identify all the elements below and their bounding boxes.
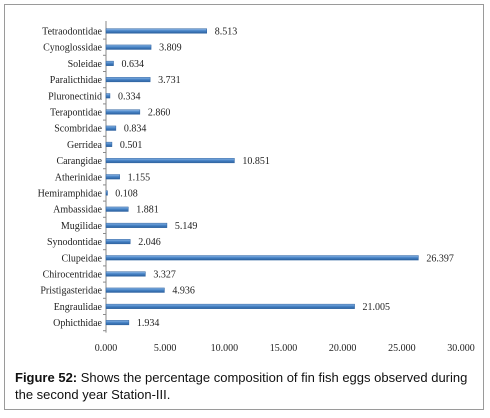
bar [105, 125, 117, 131]
category-label: Cynoglossidae [43, 43, 102, 54]
data-label: 3.327 [153, 270, 176, 281]
bar [105, 28, 207, 34]
x-tick-label: 5.000 [154, 343, 177, 354]
category-label: Engraulidae [54, 302, 103, 313]
data-label: 2.046 [138, 237, 161, 248]
data-label: 10.851 [242, 156, 270, 167]
x-tick-label: 20.000 [329, 343, 357, 354]
data-label: 0.334 [118, 91, 141, 102]
bar [105, 303, 355, 309]
data-label: 0.108 [115, 189, 138, 200]
bar [105, 190, 108, 196]
data-label: 26.397 [426, 253, 454, 264]
x-tick-label: 10.000 [211, 343, 239, 354]
data-label: 1.881 [136, 205, 159, 216]
x-tick-label: 0.000 [95, 343, 118, 354]
data-label: 0.501 [120, 140, 143, 151]
category-label: Terapontidae [50, 108, 103, 119]
data-label: 21.005 [363, 302, 391, 313]
category-label: Synodontidae [47, 237, 103, 248]
bar [105, 174, 120, 180]
data-label: 1.155 [128, 172, 151, 183]
category-label: Atherinidae [55, 172, 103, 183]
data-label: 2.860 [148, 108, 171, 119]
x-tick-label: 30.000 [447, 343, 475, 354]
bar [105, 271, 146, 277]
bar [105, 255, 419, 261]
category-label: Mugilidae [61, 221, 103, 232]
caption-text: Shows the percentage composition of fin … [15, 370, 468, 402]
category-label: Carangidae [56, 156, 102, 167]
category-label: Hemiramphidae [38, 189, 103, 200]
category-label: Ophicthidae [53, 318, 102, 329]
data-label: 4.936 [172, 286, 195, 297]
bar [105, 93, 111, 99]
bar [105, 222, 168, 228]
bar-chart: Tetraodontidae 8.513 Cynoglossidae 3.809 Sol… [38, 21, 475, 354]
data-label: 0.634 [122, 59, 145, 70]
data-label: 0.834 [124, 124, 147, 135]
category-label: Scombridae [54, 124, 102, 135]
category-label: Tetraodontidae [42, 27, 102, 38]
data-label: 8.513 [215, 27, 238, 38]
bar [105, 158, 235, 164]
bar [105, 109, 141, 115]
bar [105, 206, 129, 212]
bar [105, 60, 114, 66]
category-label: Clupeidae [61, 253, 102, 264]
category-label: Ambassidae [53, 205, 102, 216]
data-label: 3.731 [158, 75, 181, 86]
x-tick-label: 25.000 [388, 343, 416, 354]
category-label: Chirocentridae [43, 270, 103, 281]
figure-frame: Tetraodontidae 8.513 Cynoglossidae 3.809 Sol… [4, 4, 484, 410]
caption-label: Figure 52: [15, 370, 78, 385]
category-label: Pristigasteridae [40, 286, 102, 297]
data-label: 1.934 [137, 318, 160, 329]
bar [105, 320, 130, 326]
data-label: 3.809 [159, 43, 182, 54]
category-label: Paralicthidae [50, 75, 103, 86]
data-label: 5.149 [175, 221, 198, 232]
bar [105, 141, 113, 147]
x-tick-label: 15.000 [270, 343, 298, 354]
category-label: Pluronectinid [48, 91, 102, 102]
category-label: Soleidae [68, 59, 103, 70]
bar [105, 44, 152, 50]
figure-caption: Figure 52: Shows the percentage composit… [15, 369, 477, 403]
bar [105, 287, 165, 293]
category-label: Gerridea [67, 140, 103, 151]
bar [105, 77, 151, 83]
bar [105, 239, 131, 245]
